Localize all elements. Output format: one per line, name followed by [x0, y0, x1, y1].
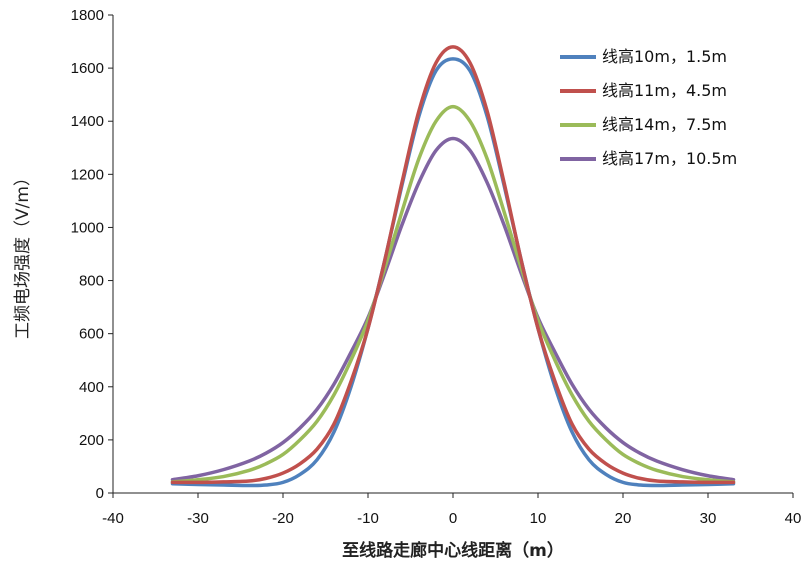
- x-tick-label: 0: [449, 510, 457, 527]
- y-ticks: 0 200 400 600 800 1000 1200 1400 1600 1800: [71, 7, 113, 502]
- y-tick-label: 1800: [71, 7, 104, 24]
- x-ticks: -40 -30 -20 -10 0 10 20 30 40: [102, 493, 801, 527]
- y-tick-label: 400: [79, 379, 104, 396]
- series-lines: [170, 45, 736, 488]
- legend: 线高10m，1.5m 线高11m，4.5m 线高14m，7.5m 线高17m，1…: [560, 47, 737, 168]
- y-axis-title: 工频电场强度（V/m）: [13, 169, 33, 339]
- x-tick-label: 40: [785, 510, 802, 527]
- x-tick-label: -10: [357, 510, 379, 527]
- series-line-3: [170, 136, 736, 482]
- y-tick-label: 0: [96, 485, 104, 502]
- x-tick-label: 20: [615, 510, 632, 527]
- y-tick-label: 600: [79, 326, 104, 343]
- x-tick-label: 10: [530, 510, 547, 527]
- x-tick-label: -20: [272, 510, 294, 527]
- y-tick-label: 1000: [71, 219, 104, 236]
- legend-label-0: 线高10m，1.5m: [602, 47, 727, 66]
- x-tick-label: -40: [102, 510, 124, 527]
- x-axis-title: 至线路走廊中心线距离（m）: [342, 540, 564, 561]
- legend-label-3: 线高17m，10.5m: [602, 149, 737, 168]
- series-line-1: [170, 45, 736, 485]
- y-tick-label: 1400: [71, 113, 104, 130]
- x-tick-label: -30: [187, 510, 209, 527]
- series-line-2: [170, 104, 736, 484]
- y-tick-label: 200: [79, 432, 104, 449]
- y-tick-label: 1200: [71, 166, 104, 183]
- y-tick-label: 1600: [71, 60, 104, 77]
- y-tick-label: 800: [79, 273, 104, 290]
- legend-label-1: 线高11m，4.5m: [602, 81, 727, 100]
- legend-label-2: 线高14m，7.5m: [602, 115, 727, 134]
- x-tick-label: 30: [700, 510, 717, 527]
- series-line-0: [170, 57, 736, 488]
